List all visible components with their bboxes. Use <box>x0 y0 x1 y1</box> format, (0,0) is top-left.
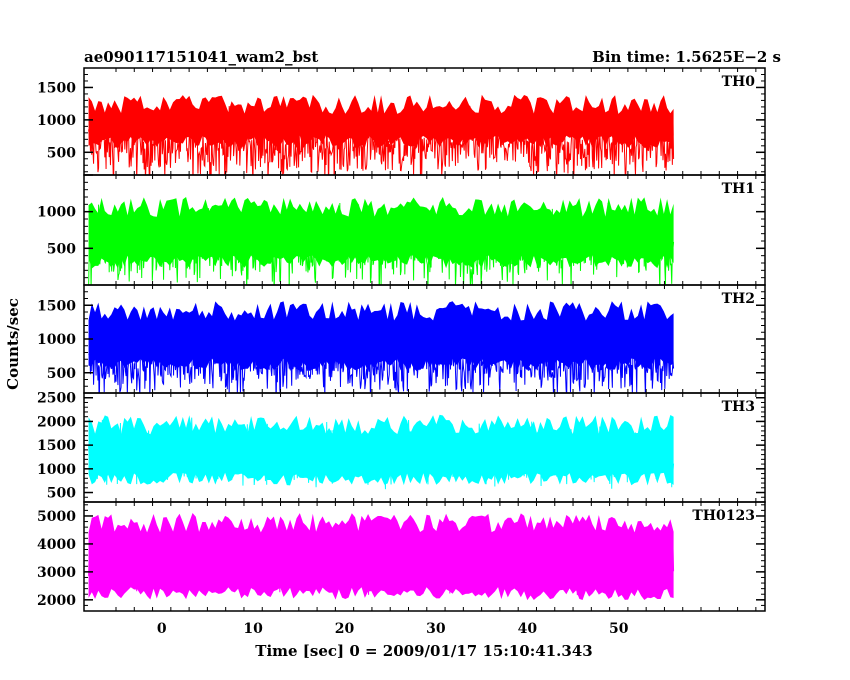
panel-label-th1: TH1 <box>722 181 755 197</box>
y-tick-label: 500 <box>47 145 76 161</box>
y-tick-label: 1000 <box>37 205 76 221</box>
y-tick-label: 500 <box>47 241 76 257</box>
y-axis-label: Counts/sec <box>4 298 22 390</box>
y-tick-label: 2500 <box>37 391 76 407</box>
chart-title-left: ae090117151041_wam2_bst <box>84 48 318 66</box>
panel-th0: 500 1000 1500 TH0 <box>37 67 766 176</box>
y-tick-label: 1500 <box>37 298 76 314</box>
series-th3-core <box>88 414 674 486</box>
x-tick-label: 10 <box>243 621 263 637</box>
y-tick-label: 3000 <box>37 565 76 581</box>
chart-title-right: Bin time: 1.5625E−2 s <box>592 48 781 66</box>
panel-label-th0123: TH0123 <box>692 508 755 524</box>
x-tick-label: 50 <box>609 621 629 637</box>
y-tick-label: 2000 <box>37 593 76 609</box>
y-tick-label: 1500 <box>37 80 76 96</box>
panel-th1: 500 1000 TH1 <box>37 174 766 286</box>
panel-plot-area <box>88 513 675 601</box>
panel-th0123: 2000 3000 4000 5000 TH0123 <box>37 501 766 612</box>
axes-overlay: 0 10 20 30 40 50 <box>157 621 629 637</box>
panel-label-th3: TH3 <box>722 399 755 415</box>
y-tick-label: 500 <box>47 486 76 502</box>
panel-label-th0: TH0 <box>722 74 756 90</box>
y-tick-label: 2000 <box>37 414 76 430</box>
panel-plot-area <box>88 197 675 285</box>
panel-plot-area <box>88 94 675 175</box>
y-tick-label: 1000 <box>37 113 76 129</box>
series-th1-core <box>88 197 674 269</box>
panel-plot-area <box>88 301 675 393</box>
x-tick-label: 30 <box>426 621 446 637</box>
x-axis-label: Time [sec] 0 = 2009/01/17 15:10:41.343 <box>255 642 592 660</box>
x-tick-label: 40 <box>518 621 538 637</box>
y-tick-label: 1000 <box>37 462 76 478</box>
panel-plot-area <box>88 414 675 490</box>
y-tick-label: 5000 <box>37 509 76 525</box>
series-th0123-core <box>88 513 674 601</box>
y-tick-label: 500 <box>47 366 76 382</box>
panel-label-th2: TH2 <box>722 291 755 307</box>
x-tick-label: 0 <box>157 621 167 637</box>
series-th2-core <box>88 301 674 372</box>
x-tick-label: 20 <box>335 621 355 637</box>
panel-frame <box>83 501 766 612</box>
panel-th2: 500 1000 1500 TH2 <box>37 284 766 394</box>
panel-th3: 500 1000 1500 2000 2500 TH3 <box>37 391 766 503</box>
y-tick-label: 4000 <box>37 537 76 553</box>
y-tick-label: 1500 <box>37 438 76 454</box>
y-tick-label: 1000 <box>37 332 76 348</box>
series-th0-core <box>88 94 674 149</box>
